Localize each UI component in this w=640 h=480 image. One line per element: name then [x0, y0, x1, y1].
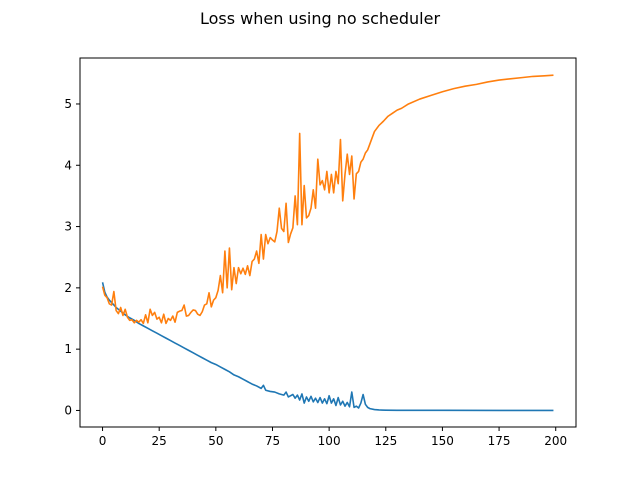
y-tick-label: 2 — [64, 281, 72, 295]
y-tick-label: 0 — [64, 403, 72, 417]
axis-ticks: 0 25 50 75 100 125 150 175 200 0 1 2 3 4 5 — [64, 97, 567, 448]
x-tick-label: 175 — [488, 434, 511, 448]
y-tick-label: 4 — [64, 158, 72, 172]
x-tick-label: 150 — [431, 434, 454, 448]
series-2-line — [101, 74, 554, 325]
y-tick-label: 5 — [64, 97, 72, 111]
x-tick-label: 50 — [208, 434, 223, 448]
x-tick-label: 0 — [99, 434, 107, 448]
x-tick-label: 25 — [152, 434, 167, 448]
x-tick-label: 125 — [374, 434, 397, 448]
x-tick-label: 100 — [318, 434, 341, 448]
chart-title: Loss when using no scheduler — [200, 9, 441, 28]
y-tick-label: 1 — [64, 342, 72, 356]
plot-area — [101, 74, 554, 412]
plot-frame — [79, 57, 577, 428]
y-tick-label: 3 — [64, 220, 72, 234]
x-tick-label: 200 — [544, 434, 567, 448]
series-1-line — [101, 282, 554, 412]
x-tick-label: 75 — [265, 434, 280, 448]
